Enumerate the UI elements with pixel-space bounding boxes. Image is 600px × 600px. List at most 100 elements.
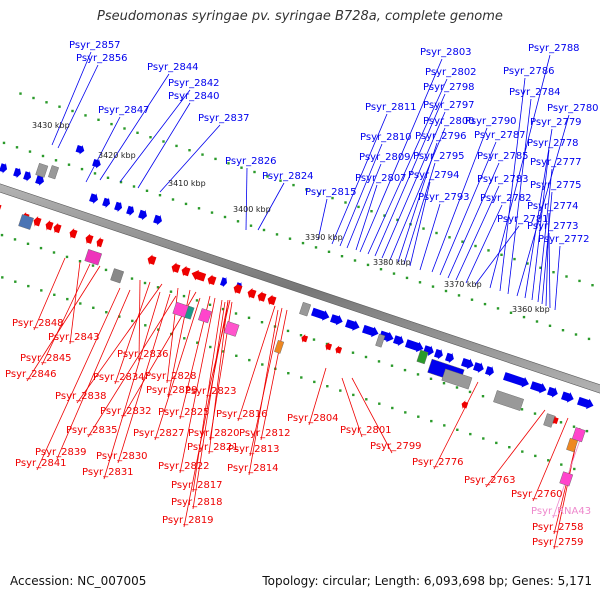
tick-dot [457, 294, 461, 297]
forward-cds [393, 335, 404, 347]
reverse-gene-label: Psyr_2822 [158, 461, 210, 472]
tick-dot [201, 153, 204, 156]
forward-gene-label: Psyr_2809 [359, 152, 411, 163]
forward-gene-label-leader [409, 181, 431, 267]
reverse-cds [85, 233, 94, 244]
tick-dot [431, 285, 435, 288]
tick-dot [149, 136, 152, 139]
tick-dot [15, 146, 19, 149]
forward-cds [405, 339, 424, 353]
tick-dot [520, 408, 524, 411]
reverse-gene-label-leader [341, 377, 363, 438]
forward-cds-shape [102, 197, 111, 208]
tick-dot [299, 334, 303, 337]
reverse-gene-label-leader [192, 299, 223, 493]
reverse-gene-label: Psyr_2838 [55, 391, 107, 402]
forward-gene-label: Psyr_2844 [147, 62, 199, 73]
kbp-tick-label: 3410 kbp [168, 179, 206, 188]
forward-gene-label-leader [367, 78, 448, 255]
reverse-gene-label: Psyr_2843 [48, 332, 100, 343]
forward-gene-label: Psyr_2797 [423, 100, 475, 111]
grey-feature-shape [48, 165, 59, 180]
forward-cds [311, 307, 330, 321]
kbp-ticks-layer: 3430 kbp 3420 kbp 3410 kbp 3400 kbp 3390 kbp… [32, 121, 550, 314]
tick-dot [461, 240, 464, 243]
tick-dot [288, 237, 292, 240]
reverse-cds [233, 283, 243, 294]
tick-dot [483, 302, 487, 306]
tick-dot [351, 351, 355, 354]
kbp-tick-label: 3380 kbp [373, 258, 411, 267]
tick-dot [548, 324, 552, 327]
tick-dot [534, 454, 537, 458]
tick-dot [208, 303, 212, 306]
reverse-gene-label-leader [237, 305, 276, 422]
reverse-gene-label: Psyr_2831 [82, 467, 134, 478]
forward-gene-label-leader [541, 191, 553, 305]
reverse-gene-label-leader [76, 283, 163, 404]
forward-cds [330, 314, 343, 326]
reverse-gene-label-leader [308, 367, 327, 426]
tick-dot [526, 262, 529, 265]
forward-gene-label-leader [374, 93, 446, 257]
tick-dot [266, 175, 269, 178]
forward-gene-label-leader [159, 124, 221, 193]
grey-feature [493, 390, 525, 411]
forward-cds [345, 319, 360, 331]
tick-dot [26, 242, 30, 245]
tick-dot [300, 376, 303, 379]
forward-cds [362, 324, 379, 338]
reverse-gene-label-leader [138, 279, 141, 362]
tick-dot [158, 194, 162, 197]
forward-gene-label: Psyr_2774 [527, 201, 579, 212]
forward-gene-label: Psyr_2811 [365, 102, 417, 113]
tick-dot [390, 364, 394, 367]
forward-cds [114, 201, 123, 213]
tick-dot [248, 358, 251, 362]
forward-gene-label: Psyr_2790 [465, 116, 517, 127]
reverse-gene-label: Psyr_2827 [133, 428, 185, 439]
tick-dot [71, 109, 74, 113]
tick-dots-layer [0, 92, 594, 471]
forward-cds [23, 171, 32, 182]
tick-dot [222, 350, 225, 353]
colored-feature-shape [559, 471, 574, 487]
forward-cds [434, 348, 443, 360]
reverse-cds-shape [181, 265, 191, 277]
colored-feature [223, 321, 240, 337]
forward-gene-label: Psyr_2802 [425, 67, 477, 78]
forward-cds-shape [153, 214, 162, 226]
tick-dot [578, 279, 581, 283]
forward-cds-shape [405, 339, 424, 353]
tick-dot [572, 425, 576, 428]
tick-dot [547, 459, 550, 462]
reverse-gene-label: Psyr_2799 [370, 441, 422, 452]
forward-cds [461, 358, 474, 370]
reverse-gene-label-leader [249, 307, 283, 457]
forward-gene-label-leader [99, 73, 170, 181]
forward-gene-label-leader [465, 204, 503, 284]
tick-dot [119, 180, 123, 184]
tick-dot [378, 402, 381, 405]
forward-gene-label-leader [419, 203, 441, 271]
reverse-gene-label-leader [192, 301, 226, 510]
tick-dot [340, 255, 344, 258]
reverse-cds [461, 400, 469, 409]
tick-dot [418, 281, 422, 284]
tick-dot [145, 189, 149, 192]
gene-labels-layer: Psyr_2857 Psyr_2856 Psyr_2844 Psyr_2842 Psyr… [5, 40, 599, 548]
tick-dot [240, 166, 243, 169]
forward-cds-shape [311, 307, 330, 321]
tick-dot [67, 163, 71, 166]
tick-dot [587, 337, 591, 341]
reverse-gene-label: Psyr_2820 [188, 428, 240, 439]
forward-gene-label: Psyr_2856 [76, 53, 128, 64]
forward-gene-label: Psyr_2783 [477, 174, 529, 185]
tick-dot [314, 246, 318, 249]
tick-dot [365, 398, 368, 401]
forward-cds-shape [138, 209, 147, 221]
tick-dot [209, 345, 212, 349]
forward-cds [561, 391, 574, 403]
forward-gene-label: Psyr_2803 [420, 47, 472, 58]
